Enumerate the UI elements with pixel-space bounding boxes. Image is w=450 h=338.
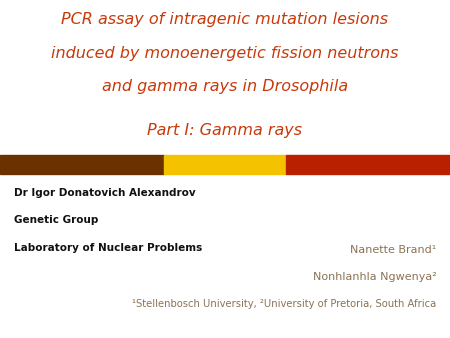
Bar <box>164 155 286 174</box>
Text: Part I: Gamma rays: Part I: Gamma rays <box>148 123 302 138</box>
Text: induced by monoenergetic fission neutrons: induced by monoenergetic fission neutron… <box>51 46 399 61</box>
Text: Nanette Brand¹: Nanette Brand¹ <box>350 245 436 255</box>
Bar <box>286 155 450 174</box>
Text: and gamma rays in Drosophila: and gamma rays in Drosophila <box>102 79 348 94</box>
Text: ¹Stellenbosch University, ²University of Pretoria, South Africa: ¹Stellenbosch University, ²University of… <box>132 299 436 309</box>
Text: Nonhlanhla Ngwenya²: Nonhlanhla Ngwenya² <box>313 272 436 282</box>
Text: Genetic Group: Genetic Group <box>14 215 98 225</box>
Text: Dr Igor Donatovich Alexandrov: Dr Igor Donatovich Alexandrov <box>14 188 195 198</box>
Text: PCR assay of intragenic mutation lesions: PCR assay of intragenic mutation lesions <box>62 12 388 27</box>
Text: Laboratory of Nuclear Problems: Laboratory of Nuclear Problems <box>14 243 202 253</box>
Bar <box>0 155 164 174</box>
